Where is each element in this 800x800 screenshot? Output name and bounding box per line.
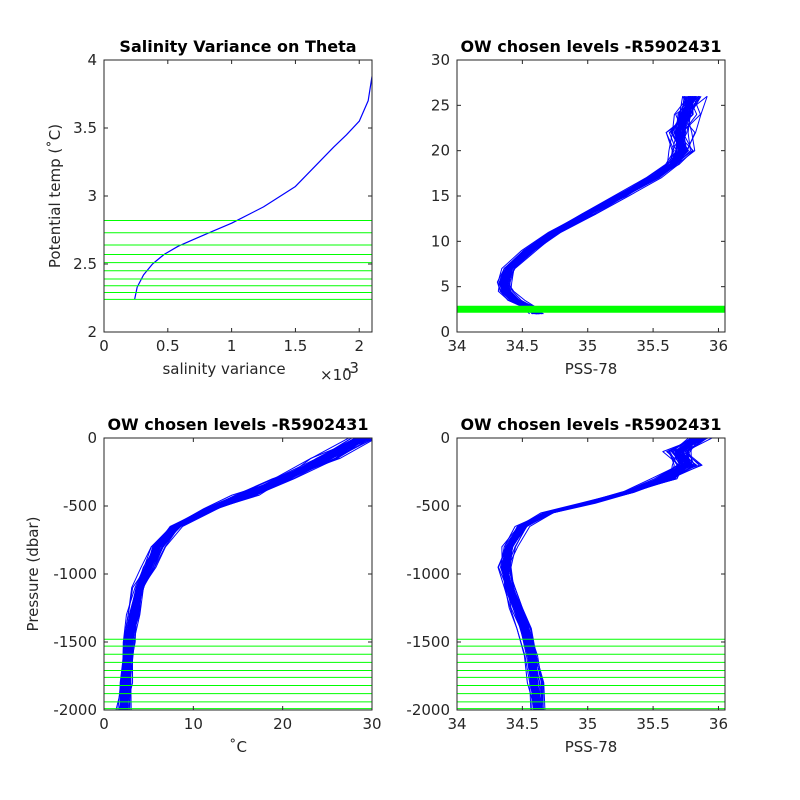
y-axis-label: Pressure (dbar) [24, 517, 42, 632]
x-exponent-label: ×10 [320, 366, 352, 384]
y-axis-label: Potential temp (˚C) [46, 124, 64, 268]
x-axis-label: ˚C [229, 738, 247, 756]
y-tick-label: 25 [431, 96, 450, 114]
subplot-2: 34 34.5 35 35.5 36 0 5 10 15 20 25 30 OW chosen leve… [431, 37, 728, 378]
x-tick-label: 1 [227, 337, 237, 355]
y-tick-label: 10 [431, 232, 450, 250]
x-tick-label: 35.5 [636, 337, 669, 355]
profile-line [504, 438, 700, 710]
y-tick-label: -1000 [53, 565, 97, 583]
plot-area [104, 438, 372, 710]
y-tick-label: 3.5 [73, 119, 97, 137]
profile-line [125, 438, 368, 710]
chart-title: OW chosen levels -R5902431 [460, 415, 721, 434]
x-tick-label: 34 [447, 715, 466, 733]
subplot-3: 0 10 20 30 -2000 -1500 -1000 -500 0 OW chosen lev… [24, 415, 382, 756]
x-tick-label: 0 [99, 715, 109, 733]
x-tick-label: 35.5 [636, 715, 669, 733]
y-tick-label: 0 [440, 323, 450, 341]
x-axis-label: salinity variance [162, 360, 285, 378]
profile-line [508, 95, 708, 315]
profile-line [118, 438, 370, 710]
x-exponent-power: -3 [344, 359, 359, 377]
y-tick-label: -1000 [406, 565, 450, 583]
x-tick-label: 36 [709, 715, 728, 733]
subplot-1: 0 0.5 1 1.5 2 2 2.5 3 3.5 4 Salinity Variance on T… [46, 37, 373, 384]
profile-line [118, 438, 365, 710]
profile-line [501, 96, 690, 315]
x-tick-label: 35 [578, 337, 597, 355]
x-tick-label: 0.5 [156, 337, 180, 355]
x-axis-label: PSS-78 [565, 738, 618, 756]
plot-area [104, 76, 372, 300]
y-tick-label: 30 [431, 51, 450, 69]
y-tick-label: 5 [440, 278, 450, 296]
profile-line [497, 438, 699, 710]
profile-line [504, 438, 699, 710]
y-tick-label: -2000 [53, 701, 97, 719]
y-tick-label: -500 [63, 497, 97, 515]
y-tick-label: 4 [87, 51, 97, 69]
x-tick-label: 10 [184, 715, 203, 733]
profile-line [509, 96, 698, 315]
y-tick-label: 0 [87, 429, 97, 447]
y-tick-label: 20 [431, 142, 450, 160]
x-tick-label: 1.5 [283, 337, 307, 355]
x-axis-label: PSS-78 [565, 360, 618, 378]
profile-line [503, 438, 692, 710]
x-tick-label: 30 [362, 715, 381, 733]
chart-title: Salinity Variance on Theta [119, 37, 356, 56]
y-tick-label: -1500 [406, 633, 450, 651]
subplot-4: 34 34.5 35 35.5 36 -2000 -1500 -1000 -500 0 OW cho… [406, 415, 728, 756]
x-tick-label: 36 [709, 337, 728, 355]
x-tick-label: 34.5 [506, 337, 539, 355]
x-tick-label: 20 [273, 715, 292, 733]
x-tick-label: 34 [447, 337, 466, 355]
plot-area [457, 95, 725, 315]
x-tick-label: 2 [354, 337, 364, 355]
plot-area [457, 438, 725, 710]
x-tick-label: 34.5 [506, 715, 539, 733]
chart-title: OW chosen levels -R5902431 [107, 415, 368, 434]
profile-line [122, 438, 366, 710]
x-tick-label: 0 [99, 337, 109, 355]
profile-line [503, 438, 703, 710]
profile-line [500, 96, 695, 315]
y-tick-label: 3 [87, 187, 97, 205]
y-tick-label: 0 [440, 429, 450, 447]
profile-line [134, 76, 372, 300]
chart-title: OW chosen levels -R5902431 [460, 37, 721, 56]
plots: 0 0.5 1 1.5 2 2 2.5 3 3.5 4 Salinity Variance on T… [24, 37, 728, 756]
y-tick-label: 2.5 [73, 255, 97, 273]
y-tick-label: -2000 [406, 701, 450, 719]
y-tick-label: 15 [431, 187, 450, 205]
y-tick-label: -500 [416, 497, 450, 515]
y-tick-label: 2 [87, 323, 97, 341]
y-tick-label: -1500 [53, 633, 97, 651]
x-tick-label: 35 [578, 715, 597, 733]
